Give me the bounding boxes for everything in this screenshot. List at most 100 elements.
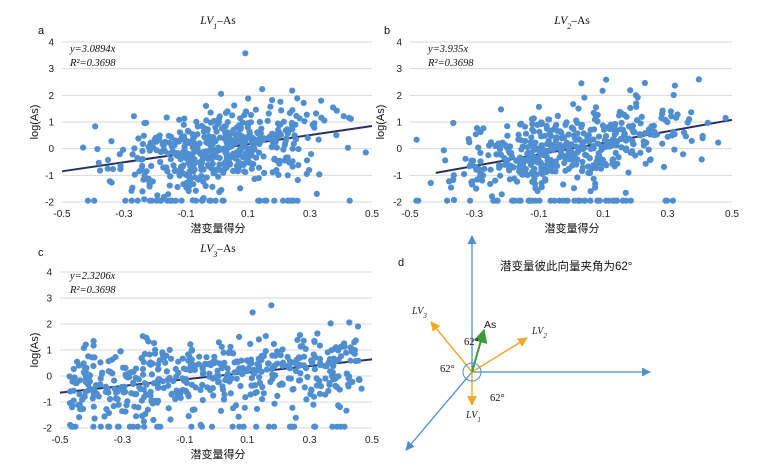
scatter-point [671, 131, 678, 138]
scatter-point [203, 117, 210, 124]
scatter-point [167, 156, 174, 163]
scatter-point [450, 176, 457, 183]
scatter-point [575, 105, 582, 112]
scatter-point [247, 356, 255, 363]
scatter-point [568, 141, 575, 148]
scatter-point [242, 150, 249, 157]
scatter-point [289, 145, 296, 152]
scatter-point [95, 393, 102, 400]
scatter-point [311, 366, 318, 373]
scatter-point [245, 121, 252, 128]
scatter-point [259, 86, 266, 93]
scatter-point [242, 394, 249, 401]
scatter-point [504, 161, 511, 168]
scatter-point [148, 140, 155, 147]
scatter-point [680, 129, 688, 136]
scatter-point [249, 309, 256, 316]
y-axis-label-b: log(As) [375, 105, 387, 140]
scatter-point [560, 181, 567, 188]
scatter-point [575, 197, 582, 204]
scatter-point [523, 171, 530, 178]
scatter-point [284, 154, 291, 161]
scatter-point [120, 146, 127, 153]
scatter-point [293, 112, 300, 119]
scatter-point [189, 197, 196, 204]
scatter-point [137, 386, 144, 393]
scatter-point [440, 147, 447, 154]
scatter-point [352, 337, 359, 344]
x-tick-label: 0.1 [596, 209, 610, 220]
panel-letter-c: c [38, 247, 44, 259]
scatter-point [530, 172, 537, 179]
scatter-point [134, 423, 141, 430]
y-tick-label: 0 [48, 144, 54, 155]
scatter-point [529, 197, 536, 204]
scatter-point [558, 129, 565, 136]
scatter-point [276, 160, 283, 167]
scatter-point [274, 360, 281, 367]
scatter-point [328, 347, 335, 354]
scatter-point [129, 184, 136, 191]
scatter-point [171, 167, 178, 175]
y-tick-label: 0 [396, 144, 402, 155]
scatter-point [642, 160, 649, 167]
scatter-point [519, 161, 527, 168]
scatter-point [296, 332, 304, 339]
scatter-point [168, 390, 175, 397]
scatter-point [75, 362, 82, 369]
scatter-point [295, 354, 302, 361]
scatter-point [67, 421, 74, 429]
scatter-point [217, 407, 225, 414]
scatter-point [126, 423, 133, 430]
scatter-point [715, 139, 722, 146]
scatter-point [625, 169, 632, 176]
scatter-point [521, 123, 529, 130]
x-tick-labels-a: -0.5 -0.3 -0.1 0.1 0.3 0.5 [53, 209, 379, 220]
scatter-point [522, 165, 529, 173]
scatter-point [92, 123, 99, 130]
scatter-point [116, 151, 123, 158]
scatter-point [141, 172, 148, 179]
regression-equation-c: y=2.3206x [69, 271, 116, 282]
scatter-point [196, 140, 203, 147]
scatter-point [477, 149, 484, 156]
scatter-point [504, 132, 511, 139]
scatter-point [303, 157, 311, 164]
scatter-point [474, 176, 481, 183]
scatter-point [77, 404, 85, 412]
scatter-point [623, 147, 630, 154]
x-tick-label: -0.1 [530, 209, 548, 220]
scatter-point [229, 129, 236, 136]
scatter-point [304, 134, 311, 141]
scatter-point [496, 146, 504, 153]
scatter-point [139, 147, 146, 155]
scatter-point [131, 145, 138, 152]
scatter-point [213, 128, 220, 135]
scatter-point [91, 197, 98, 204]
r-squared-c: R²=0.3698 [69, 285, 116, 296]
scatter-point [529, 121, 536, 128]
scatter-point [294, 177, 301, 184]
scatter-point [556, 197, 563, 204]
scatter-point [549, 146, 557, 154]
scatter-point [698, 156, 705, 163]
scatter-point [97, 359, 104, 366]
scatter-point [289, 87, 296, 94]
y-tick-label: 1 [46, 346, 52, 357]
scatter-point [620, 126, 627, 133]
scatter-point [347, 357, 354, 364]
scatter-point [627, 87, 634, 94]
scatter-point [199, 370, 207, 377]
scatter-point [255, 362, 263, 369]
scatter-point [531, 144, 538, 151]
scatter-point [667, 108, 675, 115]
scatter-point [575, 136, 583, 143]
scatter-point [272, 372, 279, 379]
scatter-point [220, 349, 227, 356]
scatter-point [97, 167, 104, 174]
scatter-point [174, 183, 181, 191]
x-tick-label: 0.1 [241, 209, 255, 220]
scatter-point [131, 403, 138, 410]
scatter-point [157, 423, 164, 430]
scatter-point [79, 396, 86, 403]
